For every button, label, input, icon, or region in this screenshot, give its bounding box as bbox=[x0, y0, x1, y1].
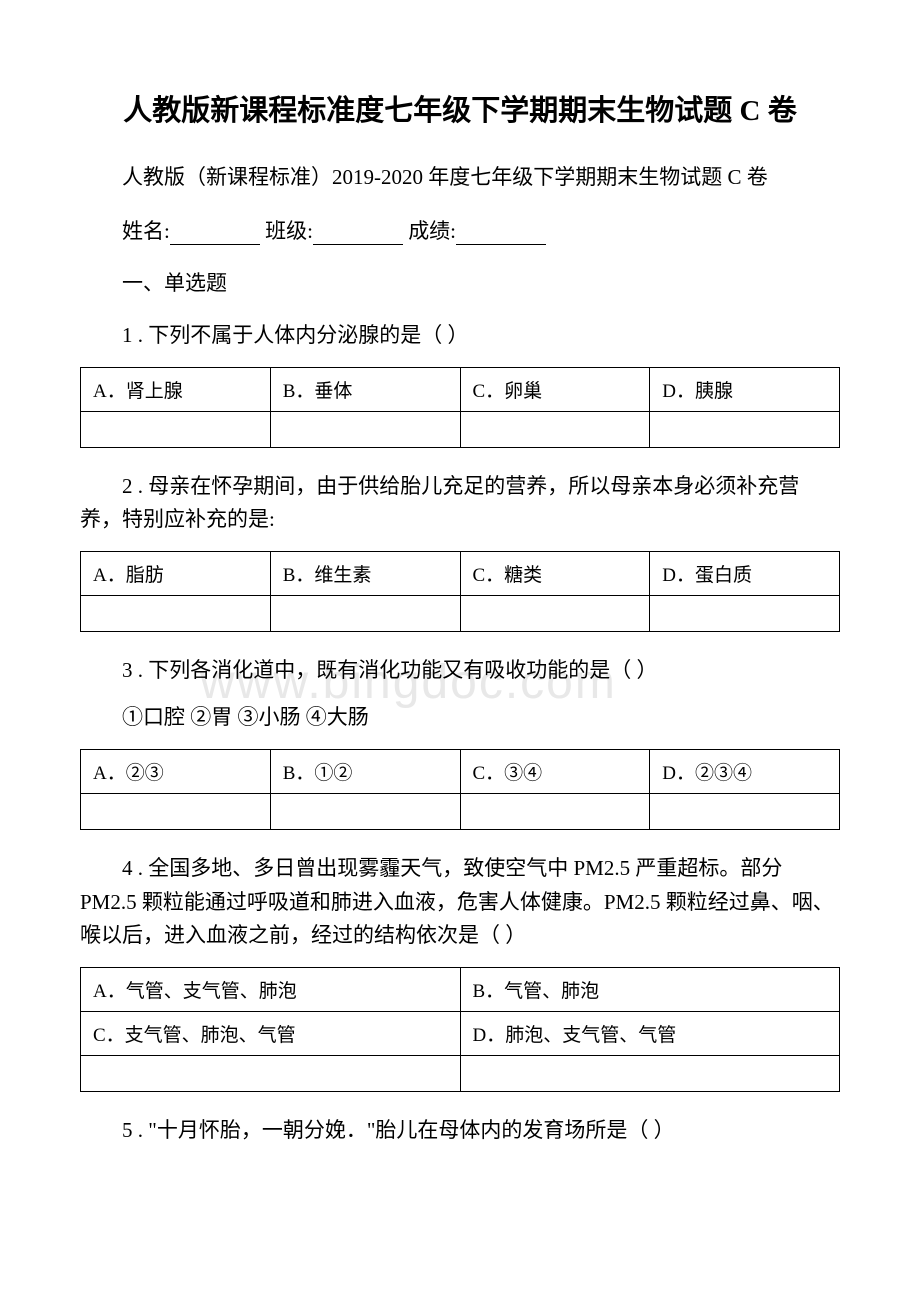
option-cell: A．肾上腺 bbox=[81, 367, 271, 411]
empty-cell bbox=[270, 595, 460, 631]
table-row bbox=[81, 595, 840, 631]
empty-cell bbox=[81, 793, 271, 829]
empty-cell bbox=[270, 411, 460, 447]
name-label: 姓名: bbox=[122, 219, 170, 243]
question-subtext: ①口腔 ②胃 ③小肠 ④大肠 bbox=[80, 701, 840, 735]
empty-cell bbox=[460, 411, 650, 447]
empty-cell bbox=[460, 1055, 840, 1091]
empty-cell bbox=[270, 793, 460, 829]
table-row: A．②③ B．①② C．③④ D．②③④ bbox=[81, 749, 840, 793]
option-cell: D．蛋白质 bbox=[650, 551, 840, 595]
option-cell: B．维生素 bbox=[270, 551, 460, 595]
table-row: C．支气管、肺泡、气管 D．肺泡、支气管、气管 bbox=[81, 1011, 840, 1055]
option-cell: C．支气管、肺泡、气管 bbox=[81, 1011, 461, 1055]
option-cell: D．胰腺 bbox=[650, 367, 840, 411]
table-row bbox=[81, 1055, 840, 1091]
table-row bbox=[81, 411, 840, 447]
empty-cell bbox=[460, 793, 650, 829]
option-cell: C．③④ bbox=[460, 749, 650, 793]
question-text: 4 . 全国多地、多日曾出现雾霾天气，致使空气中 PM2.5 严重超标。部分 P… bbox=[80, 852, 840, 953]
question-text: 5 . "十月怀胎，一朝分娩．"胎儿在母体内的发育场所是（ ） bbox=[80, 1114, 840, 1148]
table-row: A．气管、支气管、肺泡 B．气管、肺泡 bbox=[81, 967, 840, 1011]
document-subtitle: 人教版（新课程标准）2019-2020 年度七年级下学期期末生物试题 C 卷 bbox=[80, 162, 840, 194]
options-table: A．气管、支气管、肺泡 B．气管、肺泡 C．支气管、肺泡、气管 D．肺泡、支气管… bbox=[80, 967, 840, 1092]
empty-cell bbox=[460, 595, 650, 631]
option-cell: B．①② bbox=[270, 749, 460, 793]
score-blank bbox=[456, 223, 546, 245]
option-cell: D．②③④ bbox=[650, 749, 840, 793]
options-table: A．肾上腺 B．垂体 C．卵巢 D．胰腺 bbox=[80, 367, 840, 448]
question-text: 3 . 下列各消化道中，既有消化功能又有吸收功能的是（ ） bbox=[80, 654, 840, 688]
empty-cell bbox=[650, 793, 840, 829]
option-cell: B．垂体 bbox=[270, 367, 460, 411]
section-header: 一、单选题 bbox=[80, 267, 840, 297]
class-label: 班级: bbox=[265, 219, 313, 243]
option-cell: B．气管、肺泡 bbox=[460, 967, 840, 1011]
option-cell: C．卵巢 bbox=[460, 367, 650, 411]
empty-cell bbox=[81, 1055, 461, 1091]
question-text: 1 . 下列不属于人体内分泌腺的是（ ） bbox=[80, 319, 840, 353]
option-cell: C．糖类 bbox=[460, 551, 650, 595]
table-row: A．脂肪 B．维生素 C．糖类 D．蛋白质 bbox=[81, 551, 840, 595]
document-title: 人教版新课程标准度七年级下学期期末生物试题 C 卷 bbox=[80, 90, 840, 134]
options-table: A．脂肪 B．维生素 C．糖类 D．蛋白质 bbox=[80, 551, 840, 632]
name-blank bbox=[170, 223, 260, 245]
class-blank bbox=[313, 223, 403, 245]
option-cell: A．气管、支气管、肺泡 bbox=[81, 967, 461, 1011]
empty-cell bbox=[650, 411, 840, 447]
option-cell: A．②③ bbox=[81, 749, 271, 793]
document-content: 人教版新课程标准度七年级下学期期末生物试题 C 卷 人教版（新课程标准）2019… bbox=[80, 90, 840, 1147]
question-text: 2 . 母亲在怀孕期间，由于供给胎儿充足的营养，所以母亲本身必须补充营养，特别应… bbox=[80, 470, 840, 537]
student-info-line: 姓名: 班级: 成绩: bbox=[80, 215, 840, 245]
empty-cell bbox=[81, 411, 271, 447]
option-cell: D．肺泡、支气管、气管 bbox=[460, 1011, 840, 1055]
empty-cell bbox=[650, 595, 840, 631]
score-label: 成绩: bbox=[408, 219, 456, 243]
table-row: A．肾上腺 B．垂体 C．卵巢 D．胰腺 bbox=[81, 367, 840, 411]
empty-cell bbox=[81, 595, 271, 631]
options-table: A．②③ B．①② C．③④ D．②③④ bbox=[80, 749, 840, 830]
table-row bbox=[81, 793, 840, 829]
option-cell: A．脂肪 bbox=[81, 551, 271, 595]
